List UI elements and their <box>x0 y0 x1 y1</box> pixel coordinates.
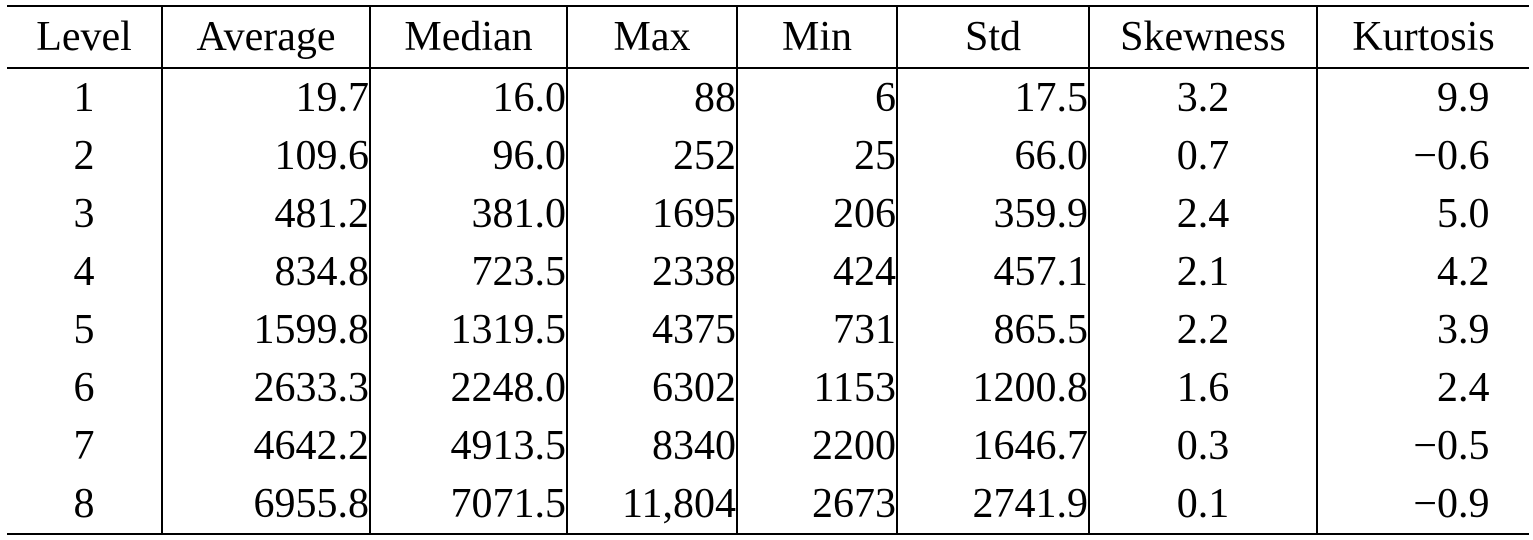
cell-min: 2673 <box>736 475 897 534</box>
header-kurtosis: Kurtosis <box>1316 6 1529 68</box>
cell-median: 16.0 <box>369 68 567 127</box>
cell-min: 6 <box>736 68 897 127</box>
header-average: Average <box>161 6 370 68</box>
cell-max: 2338 <box>566 243 737 301</box>
cell-std: 17.5 <box>896 68 1089 127</box>
cell-median: 7071.5 <box>369 475 567 534</box>
cell-kurtosis: 9.9 <box>1316 68 1529 127</box>
cell-min: 2200 <box>736 417 897 475</box>
cell-max: 252 <box>566 127 737 185</box>
cell-average: 109.6 <box>161 127 370 185</box>
cell-std: 1200.8 <box>896 359 1089 417</box>
cell-kurtosis-value: 2.4 <box>1437 365 1490 411</box>
cell-average: 834.8 <box>161 243 370 301</box>
table-row: 1 19.7 16.0 88 6 17.5 3.2 9.9 <box>7 68 1529 127</box>
cell-max: 8340 <box>566 417 737 475</box>
cell-skewness: 2.4 <box>1088 185 1317 243</box>
cell-kurtosis: 4.2 <box>1316 243 1529 301</box>
cell-level: 8 <box>73 481 95 527</box>
table-row: 8 6955.8 7071.5 11,804 2673 2741.9 0.1 −0.9 <box>7 475 1529 534</box>
cell-min: 25 <box>736 127 897 185</box>
cell-max: 6302 <box>566 359 737 417</box>
cell-std: 66.0 <box>896 127 1089 185</box>
cell-median: 4913.5 <box>369 417 567 475</box>
cell-median: 1319.5 <box>369 301 567 359</box>
cell-kurtosis: −0.6 <box>1316 127 1529 185</box>
table-row: 7 4642.2 4913.5 8340 2200 1646.7 0.3 −0.5 <box>7 417 1529 475</box>
cell-kurtosis: 2.4 <box>1316 359 1529 417</box>
cell-max: 11,804 <box>566 475 737 534</box>
table-header: Level Average Median Max Min Std Skewnes… <box>7 6 1529 68</box>
table-body: 1 19.7 16.0 88 6 17.5 3.2 9.9 2 109.6 96.0 252 25 66.… <box>7 68 1529 534</box>
cell-level: 3 <box>73 191 95 237</box>
cell-level: 4 <box>73 249 95 295</box>
table-row: 4 834.8 723.5 2338 424 457.1 2.1 4.2 <box>7 243 1529 301</box>
cell-kurtosis-value: −0.5 <box>1413 423 1490 469</box>
cell-min: 731 <box>736 301 897 359</box>
header-min: Min <box>736 6 897 68</box>
cell-average: 2633.3 <box>161 359 370 417</box>
cell-median: 723.5 <box>369 243 567 301</box>
statistics-table: Level Average Median Max Min Std Skewnes… <box>7 5 1529 535</box>
header-std: Std <box>896 6 1089 68</box>
cell-std: 359.9 <box>896 185 1089 243</box>
table-row: 2 109.6 96.0 252 25 66.0 0.7 −0.6 <box>7 127 1529 185</box>
table-row: 6 2633.3 2248.0 6302 1153 1200.8 1.6 2.4 <box>7 359 1529 417</box>
cell-skewness: 0.1 <box>1088 475 1317 534</box>
cell-kurtosis-value: 9.9 <box>1437 75 1490 121</box>
header-skewness: Skewness <box>1088 6 1317 68</box>
cell-skewness: 3.2 <box>1088 68 1317 127</box>
table-row: 5 1599.8 1319.5 4375 731 865.5 2.2 3.9 <box>7 301 1529 359</box>
cell-std: 1646.7 <box>896 417 1089 475</box>
header-level: Level <box>36 14 132 60</box>
cell-kurtosis-value: −0.6 <box>1413 133 1490 179</box>
cell-max: 88 <box>566 68 737 127</box>
cell-max: 4375 <box>566 301 737 359</box>
cell-median: 2248.0 <box>369 359 567 417</box>
cell-median: 381.0 <box>369 185 567 243</box>
cell-average: 481.2 <box>161 185 370 243</box>
cell-min: 206 <box>736 185 897 243</box>
cell-average: 6955.8 <box>161 475 370 534</box>
cell-max: 1695 <box>566 185 737 243</box>
cell-average: 4642.2 <box>161 417 370 475</box>
cell-skewness: 2.2 <box>1088 301 1317 359</box>
header-row: Level Average Median Max Min Std Skewnes… <box>7 6 1529 68</box>
cell-std: 2741.9 <box>896 475 1089 534</box>
table-row: 3 481.2 381.0 1695 206 359.9 2.4 5.0 <box>7 185 1529 243</box>
cell-kurtosis-value: 5.0 <box>1437 191 1490 237</box>
cell-std: 865.5 <box>896 301 1089 359</box>
cell-average: 1599.8 <box>161 301 370 359</box>
cell-kurtosis-value: −0.9 <box>1413 481 1490 527</box>
cell-kurtosis: 5.0 <box>1316 185 1529 243</box>
cell-level: 1 <box>73 75 95 121</box>
cell-level: 7 <box>73 423 95 469</box>
cell-skewness: 0.7 <box>1088 127 1317 185</box>
cell-level: 5 <box>73 307 95 353</box>
cell-skewness: 2.1 <box>1088 243 1317 301</box>
cell-kurtosis-value: 4.2 <box>1437 249 1490 295</box>
cell-skewness: 1.6 <box>1088 359 1317 417</box>
cell-kurtosis: −0.9 <box>1316 475 1529 534</box>
header-median: Median <box>369 6 567 68</box>
cell-kurtosis: 3.9 <box>1316 301 1529 359</box>
cell-kurtosis: −0.5 <box>1316 417 1529 475</box>
header-max: Max <box>566 6 737 68</box>
cell-min: 424 <box>736 243 897 301</box>
cell-average: 19.7 <box>161 68 370 127</box>
cell-kurtosis-value: 3.9 <box>1437 307 1490 353</box>
cell-level: 2 <box>73 133 95 179</box>
cell-level: 6 <box>73 365 95 411</box>
cell-median: 96.0 <box>369 127 567 185</box>
cell-skewness: 0.3 <box>1088 417 1317 475</box>
cell-std: 457.1 <box>896 243 1089 301</box>
cell-min: 1153 <box>736 359 897 417</box>
